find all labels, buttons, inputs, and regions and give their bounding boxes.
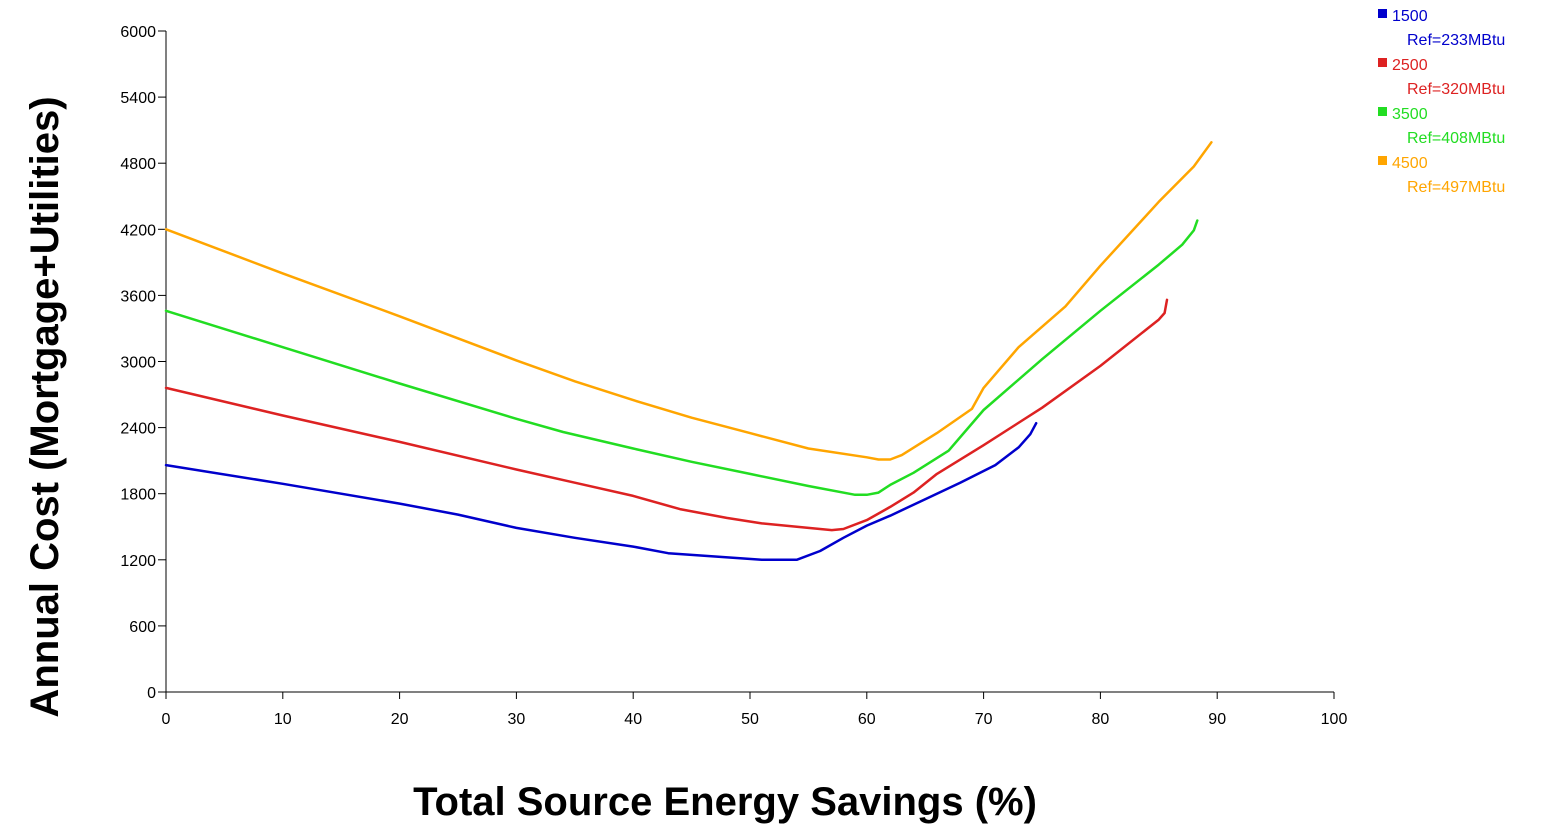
y-tick-label: 1200 — [120, 553, 156, 570]
x-tick-label: 40 — [624, 711, 642, 728]
series-layer — [164, 141, 1213, 562]
legend-series-ref: Ref=233MBtu — [1407, 32, 1505, 49]
legend: 1500 Ref=233MBtu 2500 Ref=320MBtu 3500 Ref=40… — [1378, 8, 1505, 196]
legend-swatch — [1378, 9, 1387, 18]
y-tick-label: 4200 — [120, 222, 156, 239]
x-axis-title: Total Source Energy Savings (%) — [413, 780, 1037, 824]
series-line-3500 — [164, 219, 1199, 497]
legend-item-3500: 3500 Ref=408MBtu — [1378, 106, 1505, 147]
y-tick-label: 4800 — [120, 156, 156, 173]
y-tick-label: 5400 — [120, 90, 156, 107]
legend-item-4500: 4500 Ref=497MBtu — [1378, 155, 1505, 196]
axes: 0600120018002400300036004200480054006000… — [120, 24, 1347, 728]
legend-item-2500: 2500 Ref=320MBtu — [1378, 57, 1505, 98]
y-tick-label: 3600 — [120, 288, 156, 305]
y-tick-label: 600 — [129, 619, 156, 636]
y-axis-title: Annual Cost (Mortgage+Utilities) — [23, 96, 67, 717]
y-tick-label: 6000 — [120, 24, 156, 41]
x-tick-label: 50 — [741, 711, 759, 728]
x-tick-label: 20 — [391, 711, 409, 728]
y-tick-label: 2400 — [120, 421, 156, 438]
x-tick-label: 80 — [1092, 711, 1110, 728]
legend-series-ref: Ref=320MBtu — [1407, 81, 1505, 98]
series-line-1500 — [164, 421, 1038, 562]
series-line-2500 — [164, 298, 1169, 532]
x-tick-label: 100 — [1321, 711, 1348, 728]
y-tick-label: 3000 — [120, 355, 156, 372]
x-tick-label: 90 — [1208, 711, 1226, 728]
legend-series-ref: Ref=497MBtu — [1407, 179, 1505, 196]
legend-series-name: 1500 — [1392, 8, 1428, 25]
legend-swatch — [1378, 107, 1387, 116]
legend-series-name: 3500 — [1392, 106, 1428, 123]
x-tick-label: 60 — [858, 711, 876, 728]
legend-swatch — [1378, 58, 1387, 67]
series-line-4500 — [164, 141, 1213, 461]
legend-series-ref: Ref=408MBtu — [1407, 130, 1505, 147]
y-tick-label: 1800 — [120, 487, 156, 504]
x-tick-label: 0 — [162, 711, 171, 728]
legend-swatch — [1378, 156, 1387, 165]
legend-series-name: 2500 — [1392, 57, 1428, 74]
legend-item-1500: 1500 Ref=233MBtu — [1378, 8, 1505, 49]
y-tick-label: 0 — [147, 685, 156, 702]
legend-series-name: 4500 — [1392, 155, 1428, 172]
x-tick-label: 30 — [508, 711, 526, 728]
x-tick-label: 70 — [975, 711, 993, 728]
x-tick-label: 10 — [274, 711, 292, 728]
